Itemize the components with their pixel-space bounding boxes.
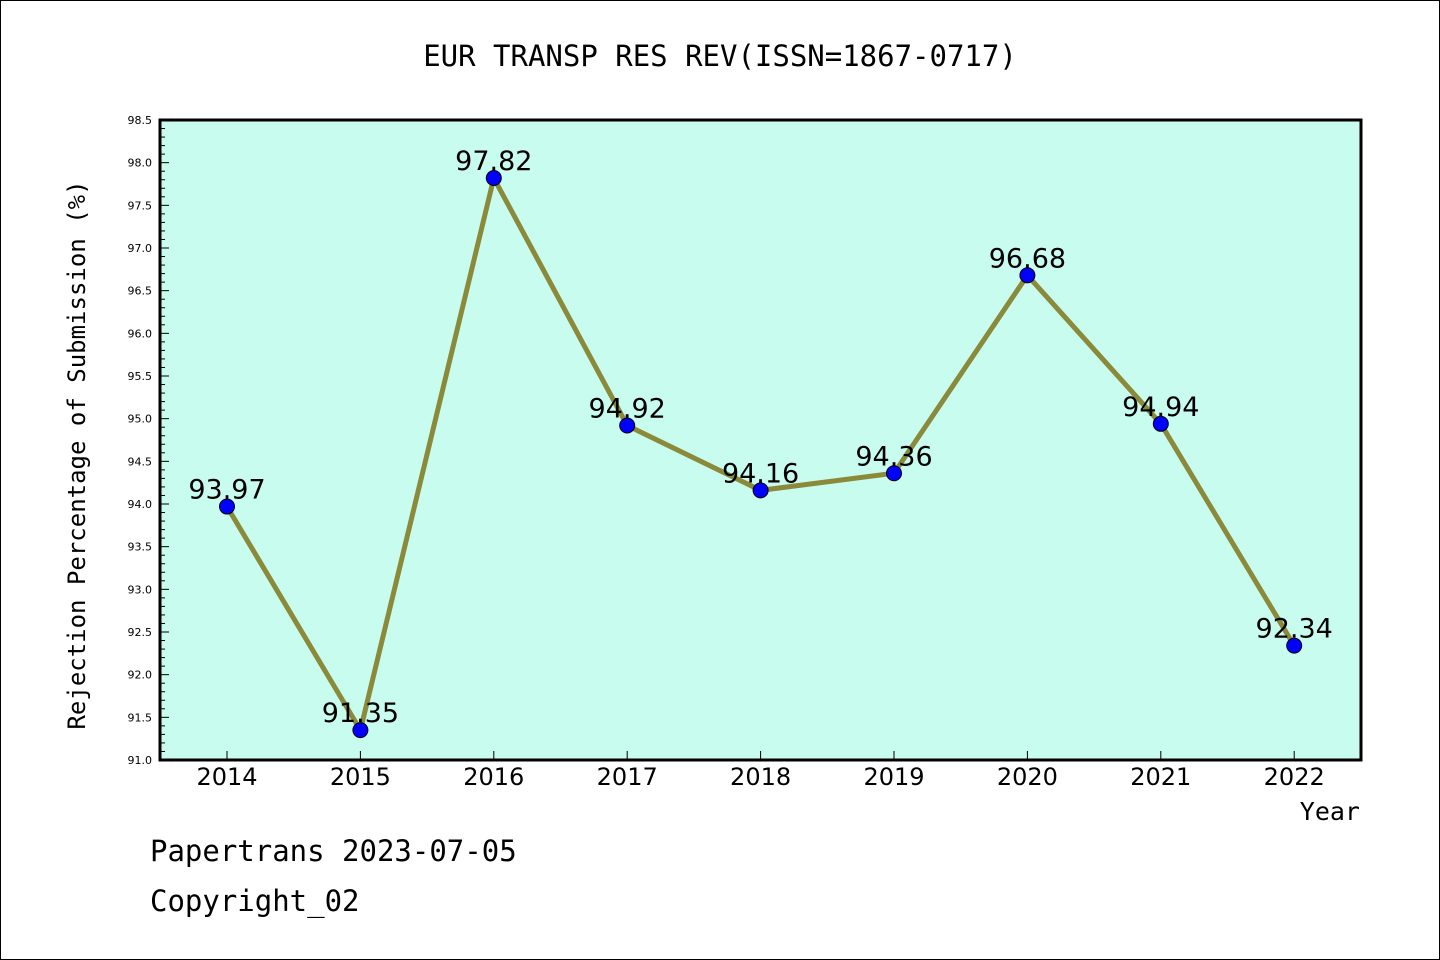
chart-title: EUR TRANSP RES REV(ISSN=1867-0717)	[423, 39, 1017, 73]
data-point	[752, 482, 769, 499]
y-tick-label: 95.5	[128, 370, 153, 383]
x-tick-label: 2014	[196, 763, 257, 791]
x-axis-ticks: 2014 2015 2016 2017 2018 2019 2020 2021 2022	[196, 751, 1325, 791]
y-tick-label: 91.0	[128, 754, 153, 767]
data-label: 94.36	[855, 441, 932, 472]
data-point	[1019, 267, 1036, 284]
y-axis-label: Rejection Percentage of Submission (%)	[63, 180, 91, 729]
x-tick-label: 2015	[330, 763, 391, 791]
plot-area	[158, 118, 1363, 762]
data-label: 91.35	[322, 698, 399, 729]
data-point	[886, 465, 902, 482]
y-tick-label: 98.5	[128, 114, 153, 127]
y-tick-label: 98.0	[128, 157, 153, 170]
x-axis-label: Year	[1300, 797, 1360, 826]
x-tick-label: 2019	[863, 763, 924, 791]
data-point	[1286, 637, 1303, 654]
data-label: 94.92	[589, 393, 666, 424]
x-tick-label: 2020	[997, 763, 1058, 791]
y-tick-label: 94.5	[128, 455, 153, 468]
data-point	[1152, 415, 1169, 432]
data-point	[619, 417, 636, 434]
y-tick-label: 96.0	[128, 327, 153, 340]
data-point	[219, 498, 235, 515]
data-label: 92.34	[1256, 614, 1333, 645]
x-tick-label: 2016	[463, 763, 524, 791]
data-label: 94.16	[722, 458, 799, 489]
data-point	[352, 722, 369, 739]
data-point	[485, 170, 502, 187]
y-tick-label: 92.5	[128, 626, 153, 639]
series-group: 93.97 91.35 97.82 94.92 94.16 94.36 96.68 94.94…	[188, 146, 1333, 739]
y-tick-label: 94.0	[128, 498, 153, 511]
y-tick-label: 93.5	[128, 541, 153, 554]
data-label: 94.94	[1122, 392, 1199, 423]
y-tick-label: 91.5	[128, 711, 153, 724]
footer-copyright: Copyright_02	[150, 884, 360, 918]
y-tick-label: 95.0	[128, 413, 153, 426]
y-tick-label: 96.5	[128, 285, 153, 298]
x-tick-label: 2021	[1130, 763, 1191, 791]
y-tick-label: 97.5	[128, 199, 153, 212]
data-label: 93.97	[188, 475, 265, 506]
y-tick-label: 97.0	[128, 242, 153, 255]
x-tick-label: 2022	[1264, 763, 1325, 791]
data-label: 97.82	[455, 146, 532, 177]
data-label: 96.68	[989, 243, 1066, 274]
y-tick-label: 92.0	[128, 669, 153, 682]
y-tick-label: 93.0	[128, 583, 153, 596]
x-tick-label: 2018	[730, 763, 791, 791]
y-axis-ticks: 91.0 91.5 92.0 92.5 93.0 93.5 94.0 94.5 95.0 95.5…	[128, 114, 169, 767]
x-tick-label: 2017	[597, 763, 658, 791]
footer-source: Papertrans 2023-07-05	[150, 834, 517, 868]
